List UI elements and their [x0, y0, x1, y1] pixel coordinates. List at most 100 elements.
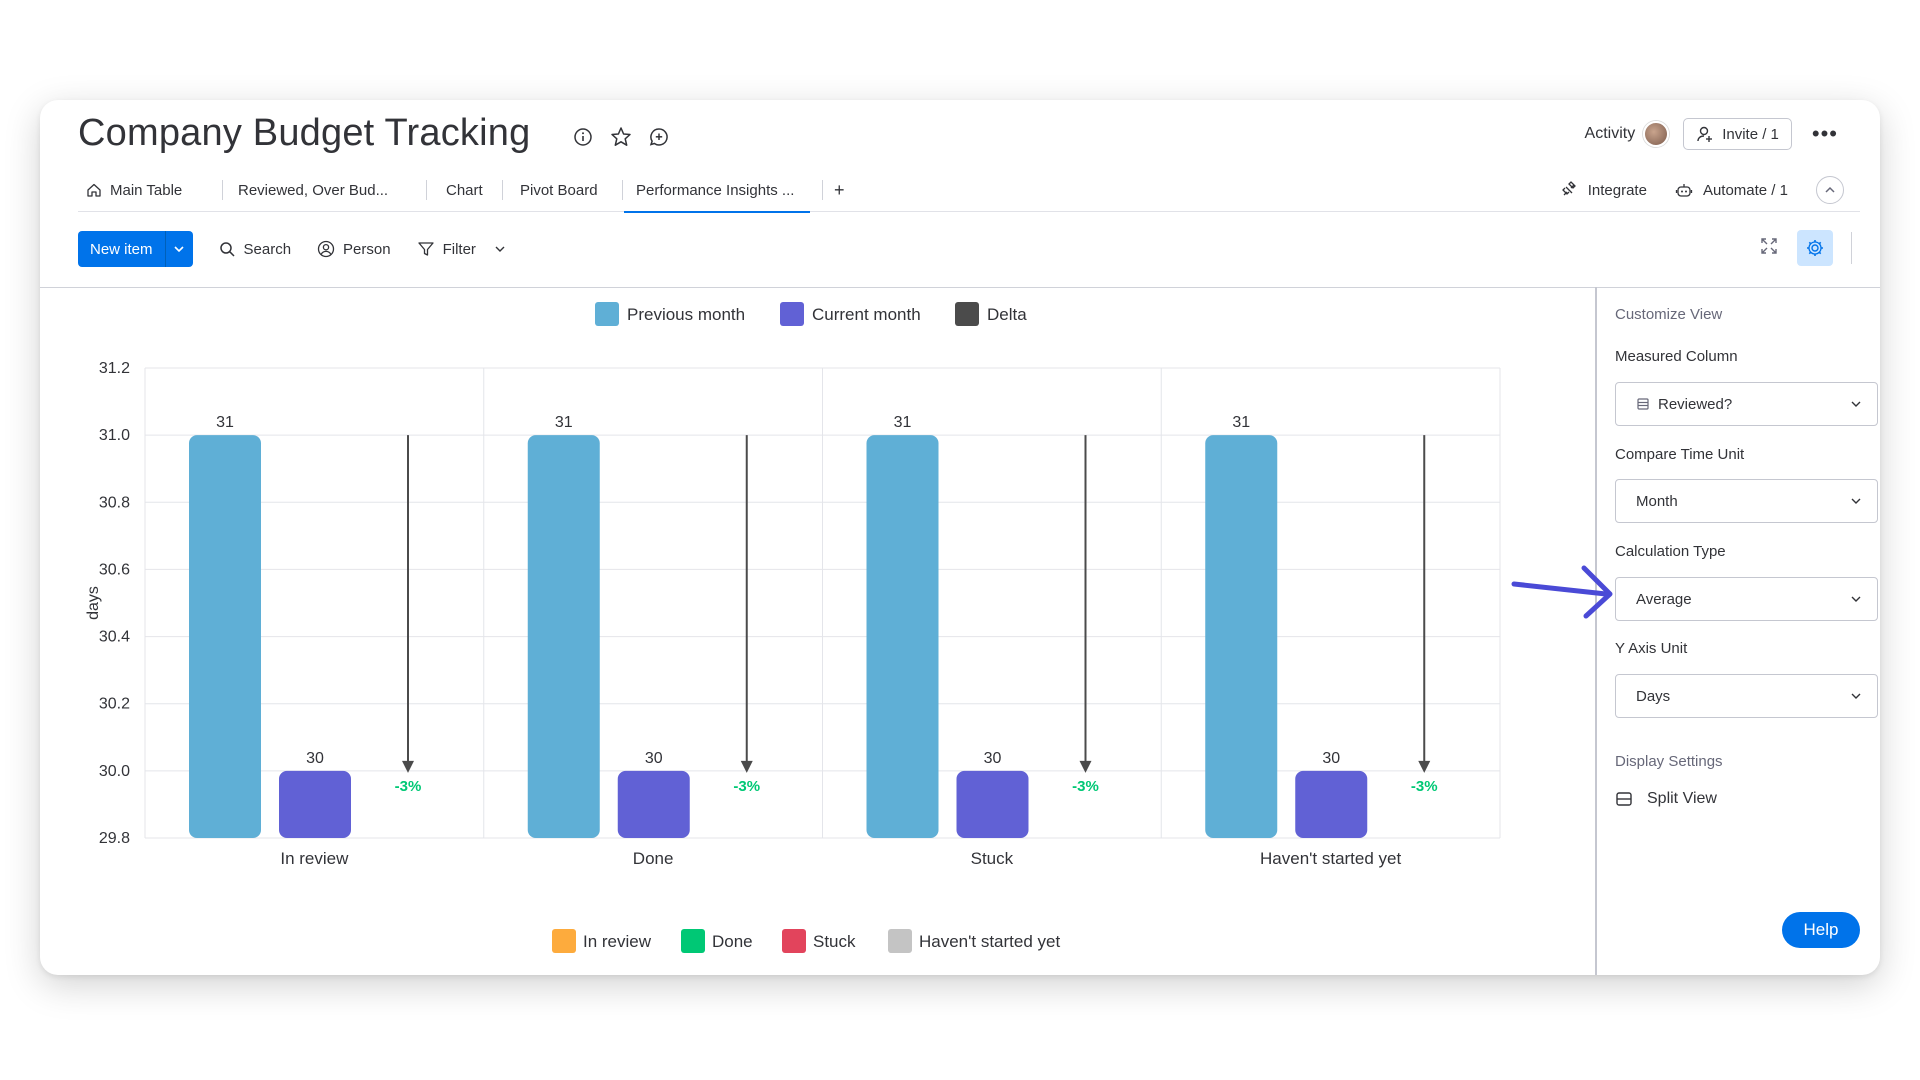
data-label: 31 — [894, 414, 912, 431]
x-tick-label: Haven't started yet — [1260, 849, 1401, 868]
legend-swatch — [780, 302, 804, 326]
delta-label: -3% — [733, 778, 760, 795]
search-button[interactable]: Search — [219, 240, 292, 258]
activity-label: Activity — [1584, 125, 1636, 142]
previous-month-bar — [527, 435, 600, 838]
current-month-bar — [1295, 770, 1368, 838]
compare-time-unit-select[interactable]: Month — [1615, 479, 1878, 523]
chevron-down-icon — [174, 246, 184, 253]
collapse-header-button[interactable] — [1816, 176, 1844, 204]
star-icon[interactable] — [608, 124, 634, 150]
tab-chart[interactable]: Chart — [446, 168, 483, 212]
previous-month-bar — [189, 435, 261, 838]
invite-button[interactable]: Invite / 1 — [1683, 118, 1792, 150]
customize-view-panel: Customize View Measured Column Reviewed?… — [1615, 288, 1878, 975]
y-tick-label: 30.4 — [99, 629, 130, 646]
data-label: 31 — [216, 414, 234, 431]
y-tick-label: 31.0 — [99, 427, 130, 444]
person-icon — [317, 240, 335, 258]
annotation-arrow-icon — [1511, 565, 1613, 619]
board-window: Company Budget Tracking Activity Invite … — [40, 100, 1880, 975]
chevron-down-icon[interactable] — [494, 243, 506, 255]
legend-label: Haven't started yet — [919, 932, 1060, 951]
compare-time-unit-value: Month — [1636, 492, 1678, 510]
integrate-button[interactable]: Integrate — [1560, 181, 1647, 199]
search-label: Search — [243, 240, 292, 258]
legend-swatch — [681, 929, 705, 953]
more-menu-icon[interactable]: ••• — [1811, 121, 1838, 146]
legend-label: Current month — [812, 305, 921, 324]
invite-label: Invite / 1 — [1722, 125, 1779, 143]
content-divider — [40, 287, 1880, 288]
y-axis-unit-value: Days — [1636, 687, 1671, 705]
previous-month-bar — [1205, 435, 1278, 838]
tab-reviewed[interactable]: Reviewed, Over Bud... — [238, 168, 388, 212]
measured-column-label: Measured Column — [1615, 348, 1738, 365]
search-icon — [219, 241, 235, 257]
current-month-bar — [956, 770, 1029, 838]
y-tick-label: 30.0 — [99, 763, 130, 780]
tab-label: Pivot Board — [520, 181, 598, 199]
activity-button[interactable]: Activity — [1585, 121, 1670, 147]
new-item-button[interactable]: New item — [78, 231, 193, 267]
person-filter-button[interactable]: Person — [317, 240, 391, 258]
legend-label: Stuck — [813, 932, 856, 951]
tab-label: Performance Insights ... — [636, 181, 795, 199]
filter-button[interactable]: Filter — [417, 240, 506, 258]
y-tick-label: 30.2 — [99, 696, 130, 713]
x-tick-label: In review — [280, 849, 349, 868]
measured-column-select[interactable]: Reviewed? — [1615, 382, 1878, 426]
data-label: 31 — [555, 414, 573, 431]
compare-time-unit-label: Compare Time Unit — [1615, 446, 1745, 463]
tab-label: Main Table — [110, 181, 183, 199]
y-tick-label: 30.8 — [99, 494, 130, 511]
automate-button[interactable]: Automate / 1 — [1675, 181, 1788, 199]
data-label: 30 — [306, 750, 324, 767]
integrate-icon — [1561, 181, 1576, 196]
measured-column-value: Reviewed? — [1658, 395, 1733, 413]
y-axis-unit-label: Y Axis Unit — [1615, 640, 1688, 657]
tab-performance-insights[interactable]: Performance Insights ... — [623, 168, 811, 213]
board-title[interactable]: Company Budget Tracking — [78, 112, 531, 154]
y-tick-label: 30.6 — [99, 561, 130, 578]
delta-arrowhead — [1079, 760, 1092, 773]
legend-label: Done — [712, 932, 753, 951]
data-label: 31 — [1232, 414, 1250, 431]
new-item-dropdown[interactable] — [164, 231, 193, 267]
gear-icon — [1807, 240, 1823, 256]
tab-main-table[interactable]: Main Table — [86, 168, 182, 212]
tab-label: Chart — [446, 181, 483, 199]
chat-icon[interactable] — [646, 124, 672, 150]
robot-icon — [1675, 184, 1693, 197]
chart-canvas: 31.2 31.0 30.8 30.6 30.4 30.2 30.0 29.8 days 31 30… — [85, 302, 1501, 953]
avatar — [1643, 121, 1670, 147]
split-view-toggle[interactable]: Split View — [1615, 790, 1717, 808]
legend-label: Delta — [987, 305, 1027, 324]
split-view-icon — [1616, 792, 1632, 806]
x-tick-label: Done — [633, 849, 674, 868]
chevron-up-icon — [1825, 186, 1835, 193]
tab-divider — [622, 180, 623, 200]
y-tick-label: 31.2 — [99, 360, 130, 377]
calculation-type-select[interactable]: Average — [1615, 577, 1878, 621]
tab-divider — [822, 180, 823, 200]
split-view-label: Split View — [1647, 790, 1717, 807]
help-button[interactable]: Help — [1782, 912, 1860, 948]
automate-label: Automate / 1 — [1702, 181, 1788, 199]
filter-label: Filter — [442, 240, 476, 258]
y-axis-unit-select[interactable]: Days — [1615, 674, 1878, 718]
add-view-button[interactable]: + — [834, 168, 845, 212]
legend-swatch — [888, 929, 912, 953]
tab-pivot-board[interactable]: Pivot Board — [520, 168, 598, 212]
delta-label: -3% — [395, 778, 422, 795]
data-label: 30 — [984, 750, 1002, 767]
settings-button[interactable] — [1797, 230, 1833, 266]
add-view-label: + — [834, 179, 845, 200]
header-actions: Activity Invite / 1 ••• — [1585, 118, 1844, 150]
info-icon[interactable] — [570, 124, 596, 150]
legend-label: In review — [583, 932, 652, 951]
delta-arrowhead — [402, 760, 414, 773]
fullscreen-icon[interactable] — [1759, 236, 1779, 260]
new-item-label[interactable]: New item — [90, 240, 153, 258]
integrate-label: Integrate — [1587, 181, 1647, 199]
